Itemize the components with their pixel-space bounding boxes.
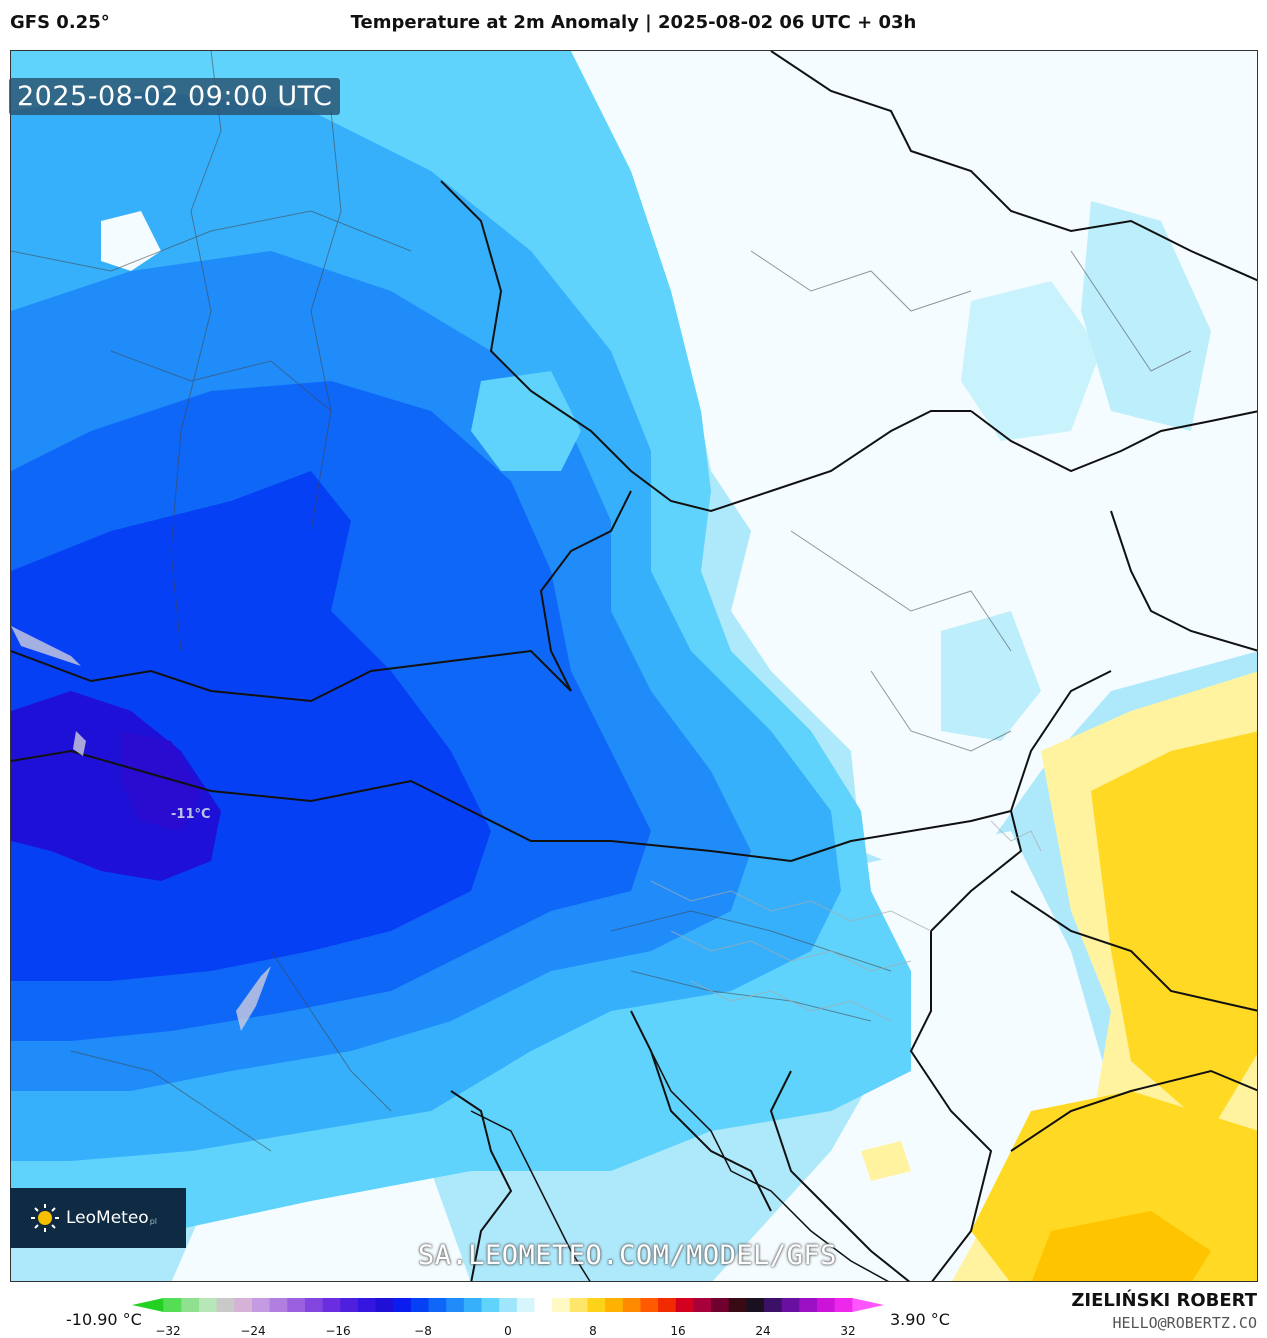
colorbar-swatch	[711, 1298, 730, 1312]
colorbar-swatch	[269, 1298, 288, 1312]
pale-patch	[1081, 201, 1211, 431]
colorbar-swatch	[693, 1298, 712, 1312]
colorbar-tick-label: 16	[670, 1324, 686, 1338]
colorbar-swatch	[375, 1298, 394, 1312]
positive-anomaly	[1091, 731, 1257, 1131]
colorbar-swatch	[132, 1298, 164, 1312]
temperature-anomaly-map	[11, 51, 1257, 1281]
coastline-east	[650, 1050, 889, 1281]
colorbar-swatch	[481, 1298, 500, 1312]
colorbar-swatch	[728, 1298, 747, 1312]
colorbar-swatch	[675, 1298, 694, 1312]
colorbar-swatch	[322, 1298, 341, 1312]
colorbar-swatch	[181, 1298, 200, 1312]
near-zero-region	[571, 51, 1257, 871]
min-temperature-marker: -11°C	[171, 807, 211, 822]
colorbar-swatch	[198, 1298, 218, 1312]
positive-anomaly-core	[1031, 1211, 1211, 1281]
colorbar-tick-label: −24	[240, 1324, 266, 1338]
valid-time-label: 2025-08-02 09:00 UTC	[9, 78, 341, 115]
lake	[73, 731, 86, 756]
colorbar-tick-label: 24	[755, 1324, 771, 1338]
field-min-value: -10.90 °C	[66, 1310, 142, 1329]
country-borders	[11, 51, 1257, 1281]
colorbar-swatch	[622, 1298, 641, 1312]
coldest-core	[11, 691, 221, 881]
colorbar-swatch	[534, 1298, 553, 1312]
colorbar-tick-label: 8	[589, 1324, 597, 1338]
region-borders	[11, 51, 1192, 1152]
colorbar-tick-label: 0	[504, 1324, 512, 1338]
colorbar-swatch	[781, 1298, 800, 1312]
positive-anomaly-patch	[861, 1141, 911, 1181]
author-name: ZIELIŃSKI ROBERT	[1071, 1290, 1257, 1311]
colorbar-tick-label: 32	[840, 1324, 856, 1338]
colorbar-tick-label: −32	[155, 1324, 181, 1338]
field-max-value: 3.90 °C	[890, 1310, 950, 1329]
colorbar-swatch	[428, 1298, 447, 1312]
colorbar-swatch	[357, 1298, 377, 1312]
coldest-core-inner	[121, 731, 201, 831]
warm-anomaly-blob	[471, 371, 581, 471]
lake	[11, 626, 81, 666]
colorbar-swatch	[605, 1298, 624, 1312]
colorbar-swatch	[658, 1298, 677, 1312]
colorbar-swatch	[516, 1298, 535, 1312]
coastline	[470, 1110, 591, 1281]
colorbar-swatch	[304, 1298, 324, 1312]
colorbar-swatch	[764, 1298, 783, 1312]
colorbar-swatch	[216, 1298, 235, 1312]
colorbar-swatch	[251, 1298, 271, 1312]
colorbar	[132, 1298, 884, 1312]
colorbar-swatch	[746, 1298, 765, 1312]
colorbar-swatch	[446, 1298, 465, 1312]
colorbar-swatch	[552, 1298, 571, 1312]
logo-text: LeoMeteo	[66, 1208, 149, 1228]
map-title: Temperature at 2m Anomaly | 2025-08-02 0…	[350, 12, 917, 33]
colorbar-tick-label: −8	[414, 1324, 432, 1338]
colorbar-swatch	[393, 1298, 412, 1312]
lake	[236, 966, 271, 1031]
colorbar-swatch	[410, 1298, 430, 1312]
colorbar-swatch	[463, 1298, 483, 1312]
colorbar-swatch	[569, 1298, 588, 1312]
leometeo-logo: LeoMeteo pl	[10, 1188, 186, 1248]
colorbar-swatch	[817, 1298, 836, 1312]
map-panel[interactable]: -11°C	[10, 50, 1258, 1282]
colorbar-swatch	[799, 1298, 818, 1312]
source-url-watermark: SA.LEOMETEO.COM/MODEL/GFS	[418, 1240, 837, 1271]
colorbar-swatch	[287, 1298, 306, 1312]
sun-icon	[31, 1204, 59, 1232]
author-email[interactable]: HELLO@ROBERTZ.CO	[1112, 1314, 1258, 1332]
model-label: GFS 0.25°	[10, 12, 110, 33]
colorbar-swatch	[499, 1298, 518, 1312]
colorbar-swatch	[587, 1298, 606, 1312]
colorbar-swatch	[163, 1298, 182, 1312]
colorbar-tick-label: −16	[325, 1324, 351, 1338]
colorbar-swatch	[234, 1298, 253, 1312]
colorbar-swatch	[340, 1298, 359, 1312]
logo-suffix: pl	[149, 1216, 157, 1226]
positive-anomaly-south	[971, 1091, 1257, 1281]
colorbar-swatch	[640, 1298, 659, 1312]
warm-anomaly-blob-nw	[101, 211, 161, 271]
pale-patch	[941, 611, 1041, 741]
municipal-borders	[650, 820, 1042, 1022]
pale-patch	[961, 281, 1101, 441]
colorbar-swatch	[852, 1298, 884, 1312]
colorbar-swatch	[834, 1298, 853, 1312]
